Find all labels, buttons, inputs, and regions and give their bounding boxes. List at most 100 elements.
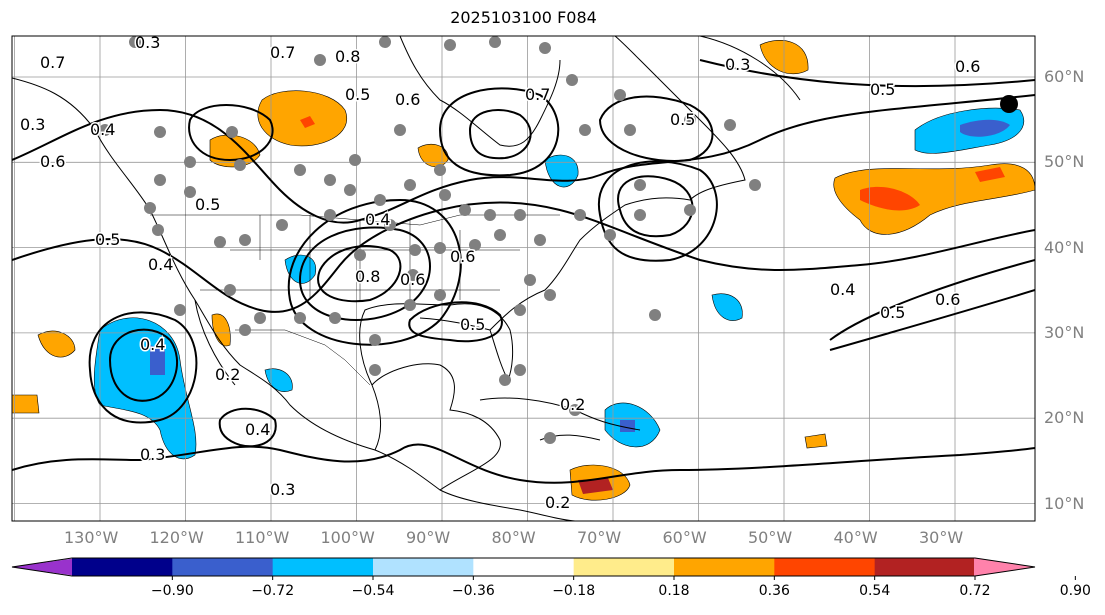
station-dot (152, 224, 164, 236)
lat-label: 50°N (1044, 152, 1085, 172)
contour-label: 0.6 (450, 247, 475, 266)
station-dot (234, 159, 246, 171)
station-dot (489, 36, 501, 48)
station-dot (634, 209, 646, 221)
station-dot (524, 274, 536, 286)
colorbar-extend-high (974, 558, 1035, 576)
orange-patch (804, 433, 828, 449)
colorbar-outline (11, 557, 1036, 577)
colorbar-segment (674, 558, 775, 576)
colorbar-tick-label: −0.18 (552, 583, 596, 599)
darkblue-patch (620, 420, 635, 432)
contour-label: 0.8 (335, 47, 360, 66)
red-patch (860, 186, 920, 211)
lat-label: 30°N (1044, 322, 1085, 342)
station-dot (184, 186, 196, 198)
colorbar-tick-label: 0.18 (658, 583, 690, 599)
contour-label: 0.3 (140, 445, 165, 464)
contour-label: 0.3 (270, 480, 295, 499)
station-dot (184, 156, 196, 168)
contour-label: 0.4 (148, 255, 173, 274)
colorbar-tick-label: −0.36 (451, 583, 495, 599)
station-dot (154, 126, 166, 138)
station-dot (404, 299, 416, 311)
coastlines (12, 36, 801, 521)
station-dot (469, 239, 481, 251)
orange-patch (211, 313, 231, 347)
station-dot (574, 209, 586, 221)
contour-label: 0.5 (345, 85, 370, 104)
station-dot (494, 229, 506, 241)
station-dot (254, 312, 266, 324)
colorbar-segment (72, 558, 173, 576)
station-dot (439, 189, 451, 201)
station-dot (649, 309, 661, 321)
station-dot (434, 164, 446, 176)
station-dot (434, 289, 446, 301)
blue-patch (544, 154, 579, 188)
station-dot (226, 126, 238, 138)
station-dot (314, 54, 326, 66)
station-dot (324, 174, 336, 186)
contour-label: 0.7 (525, 85, 550, 104)
station-dot (294, 164, 306, 176)
red-patch (975, 167, 1005, 182)
orange-patch (833, 163, 1035, 235)
graticule (12, 36, 1035, 521)
orange-patch (12, 394, 40, 414)
lon-label: 50°W (748, 528, 793, 547)
colorbar (11, 557, 1076, 580)
contour-label: 0.5 (95, 230, 120, 249)
station-dot (634, 179, 646, 191)
station-dot (354, 249, 366, 261)
lon-label: 70°W (577, 528, 622, 547)
contour-label: 0.8 (355, 267, 380, 286)
lon-label: 30°W (919, 528, 964, 547)
contour-label: 0.6 (955, 57, 980, 76)
contour-label: 0.6 (40, 152, 65, 171)
lon-label: 130°W (64, 528, 119, 547)
darkblue-patch (960, 119, 1010, 137)
contour-label: 0.2 (215, 365, 240, 384)
map-title: 2025103100 F084 (450, 8, 597, 27)
red-patch (300, 116, 315, 128)
station-dot (374, 194, 386, 206)
colorbar-tick-label: 0.54 (859, 583, 891, 599)
station-dot (539, 42, 551, 54)
colorbar-tick-label: 0.72 (959, 583, 991, 599)
colorbar-segment (774, 558, 876, 576)
station-dot (604, 229, 616, 241)
station-dot (129, 36, 141, 48)
contour-label: 0.3 (725, 55, 750, 74)
contour-label: 0.5 (670, 110, 695, 129)
station-dot (324, 209, 336, 221)
station-dot (329, 312, 341, 324)
colorbar-segment (573, 558, 675, 576)
colorbar-segment (373, 558, 474, 576)
contour-label: 0.6 (395, 90, 420, 109)
orange-patch (37, 330, 76, 358)
darkblue-patch (150, 345, 165, 375)
contour-label: 0.7 (40, 53, 65, 72)
colorbar-tick-label: −0.54 (351, 583, 395, 599)
lat-label: 40°N (1044, 237, 1085, 257)
station-dot (379, 36, 391, 48)
colorbar-segment (172, 558, 274, 576)
lon-label: 80°W (491, 528, 536, 547)
colorbar-tick-label: 0.36 (758, 583, 790, 599)
lon-label: 120°W (149, 528, 204, 547)
contour-label: 0.5 (870, 80, 895, 99)
contour-label: 0.2 (560, 395, 585, 414)
contour-label: 0.4 (140, 335, 165, 354)
marker-dot (1000, 95, 1018, 113)
station-dot (404, 179, 416, 191)
station-dot (624, 124, 636, 136)
station-dot (239, 324, 251, 336)
contour-label: 0.4 (830, 280, 855, 299)
orange-patch (257, 90, 347, 147)
blue-patch (711, 293, 743, 321)
station-dot (214, 236, 226, 248)
station-dot (99, 124, 111, 136)
colorbar-tick-label: 0.90 (1059, 583, 1091, 599)
